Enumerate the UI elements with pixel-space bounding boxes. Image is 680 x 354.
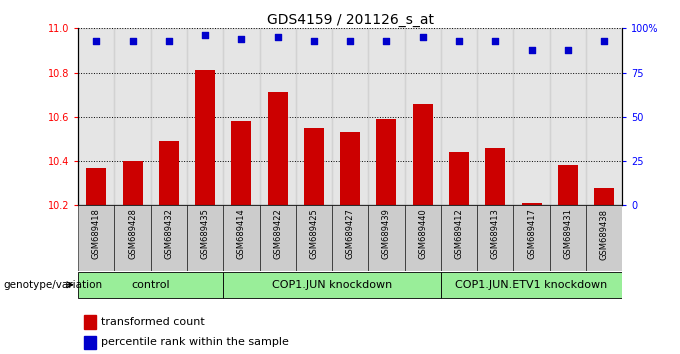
Bar (522, 203, 541, 205)
Bar (260, 28, 296, 205)
Bar (304, 128, 324, 205)
Point (381, 38, 392, 44)
Point (562, 47, 573, 52)
Bar (84, 315, 96, 329)
Text: GSM689435: GSM689435 (201, 209, 209, 259)
Bar (151, 205, 187, 271)
Point (163, 38, 174, 44)
Text: GSM689414: GSM689414 (237, 209, 246, 259)
Bar (187, 205, 223, 271)
Bar (223, 28, 260, 205)
Bar (260, 205, 296, 271)
Text: COP1.JUN.ETV1 knockdown: COP1.JUN.ETV1 knockdown (456, 280, 608, 290)
Bar (84, 336, 96, 349)
Bar (549, 28, 586, 205)
Bar (549, 205, 586, 271)
Text: GSM689432: GSM689432 (165, 209, 173, 259)
Bar (114, 28, 151, 205)
Bar (78, 28, 114, 205)
Point (526, 47, 537, 52)
Bar (151, 28, 187, 205)
Bar (332, 28, 369, 205)
Bar (296, 28, 332, 205)
Bar (195, 70, 215, 205)
Bar (78, 272, 223, 298)
Bar (369, 205, 405, 271)
Title: GDS4159 / 201126_s_at: GDS4159 / 201126_s_at (267, 13, 434, 27)
Point (272, 34, 283, 40)
Text: GSM689425: GSM689425 (309, 209, 318, 259)
Text: GSM689412: GSM689412 (454, 209, 464, 259)
Point (236, 36, 247, 42)
Text: GSM689439: GSM689439 (382, 209, 391, 259)
Bar (122, 161, 143, 205)
Text: GSM689413: GSM689413 (491, 209, 500, 259)
Text: transformed count: transformed count (101, 317, 205, 327)
Bar (340, 132, 360, 205)
Bar (413, 104, 432, 205)
Bar (78, 205, 114, 271)
Bar (405, 28, 441, 205)
Bar (586, 205, 622, 271)
Bar (369, 28, 405, 205)
Bar (223, 272, 441, 298)
Text: GSM689440: GSM689440 (418, 209, 427, 259)
Point (91, 38, 102, 44)
Bar (486, 148, 505, 205)
Bar (223, 205, 260, 271)
Text: GSM689431: GSM689431 (563, 209, 573, 259)
Text: COP1.JUN knockdown: COP1.JUN knockdown (272, 280, 392, 290)
Point (490, 38, 500, 44)
Text: GSM689417: GSM689417 (527, 209, 536, 259)
Point (598, 38, 609, 44)
Text: control: control (131, 280, 170, 290)
Text: genotype/variation: genotype/variation (3, 280, 103, 290)
Bar (377, 119, 396, 205)
Bar (187, 28, 223, 205)
Text: GSM689438: GSM689438 (600, 209, 609, 259)
Text: percentile rank within the sample: percentile rank within the sample (101, 337, 289, 348)
Point (345, 38, 356, 44)
Bar (586, 28, 622, 205)
Text: GSM689422: GSM689422 (273, 209, 282, 259)
Bar (231, 121, 252, 205)
Bar (86, 168, 106, 205)
Bar (441, 205, 477, 271)
Text: GSM689418: GSM689418 (92, 209, 101, 259)
Bar (477, 28, 513, 205)
Bar (449, 152, 469, 205)
Bar (114, 205, 151, 271)
Bar (594, 188, 614, 205)
Text: GSM689427: GSM689427 (345, 209, 355, 259)
Point (418, 34, 428, 40)
Point (309, 38, 320, 44)
Bar (513, 205, 549, 271)
Text: GSM689428: GSM689428 (128, 209, 137, 259)
Bar (441, 272, 622, 298)
Bar (477, 205, 513, 271)
Bar (159, 141, 179, 205)
Bar (441, 28, 477, 205)
Point (127, 38, 138, 44)
Bar (513, 28, 549, 205)
Bar (268, 92, 288, 205)
Bar (332, 205, 369, 271)
Point (454, 38, 464, 44)
Bar (405, 205, 441, 271)
Bar (558, 165, 578, 205)
Bar (296, 205, 332, 271)
Point (200, 33, 211, 38)
